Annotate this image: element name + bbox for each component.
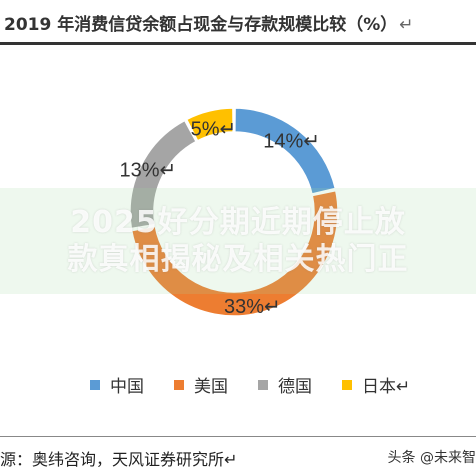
title-underline xyxy=(0,42,476,45)
footer-divider xyxy=(0,436,476,437)
legend-swatch-japan xyxy=(342,379,352,390)
legend-label-china: 中国 xyxy=(110,377,144,397)
legend-item-usa: 美国 xyxy=(174,372,228,397)
legend-label-usa: 美国 xyxy=(194,377,228,397)
donut-slice-usa xyxy=(130,189,339,317)
chart-title: 2019 年消费信贷余额占现金与存款规模比较（%） ↵ xyxy=(4,10,414,35)
legend-label-germany: 德国 xyxy=(278,377,312,397)
attribution-text: 头条 @未来智 xyxy=(387,450,476,466)
slice-label-germany: 13%↵ xyxy=(120,159,177,181)
legend-swatch-china xyxy=(90,379,100,390)
legend-swatch-usa xyxy=(174,379,184,390)
slice-label-japan: 5%↵ xyxy=(191,118,237,140)
legend-label-japan: 日本↵ xyxy=(362,377,411,397)
source-note: 源：奥纬咨询，天风证券研究所↵ xyxy=(0,450,238,469)
chart-legend: 中国 美国 德国 日本↵ xyxy=(90,372,410,397)
legend-item-germany: 德国 xyxy=(258,372,312,397)
donut-slice-japan xyxy=(185,107,234,142)
chart-title-text: 2019 年消费信贷余额占现金与存款规模比较（%） xyxy=(4,15,398,35)
donut-slice-germany xyxy=(129,119,198,230)
slice-label-usa: 33%↵ xyxy=(224,296,281,318)
title-return-mark: ↵ xyxy=(399,15,414,35)
legend-swatch-germany xyxy=(258,379,268,390)
legend-item-japan: 日本↵ xyxy=(342,372,410,397)
slice-label-china: 14%↵ xyxy=(263,130,320,152)
donut-slice-china xyxy=(234,107,337,195)
legend-item-china: 中国 xyxy=(90,372,144,397)
